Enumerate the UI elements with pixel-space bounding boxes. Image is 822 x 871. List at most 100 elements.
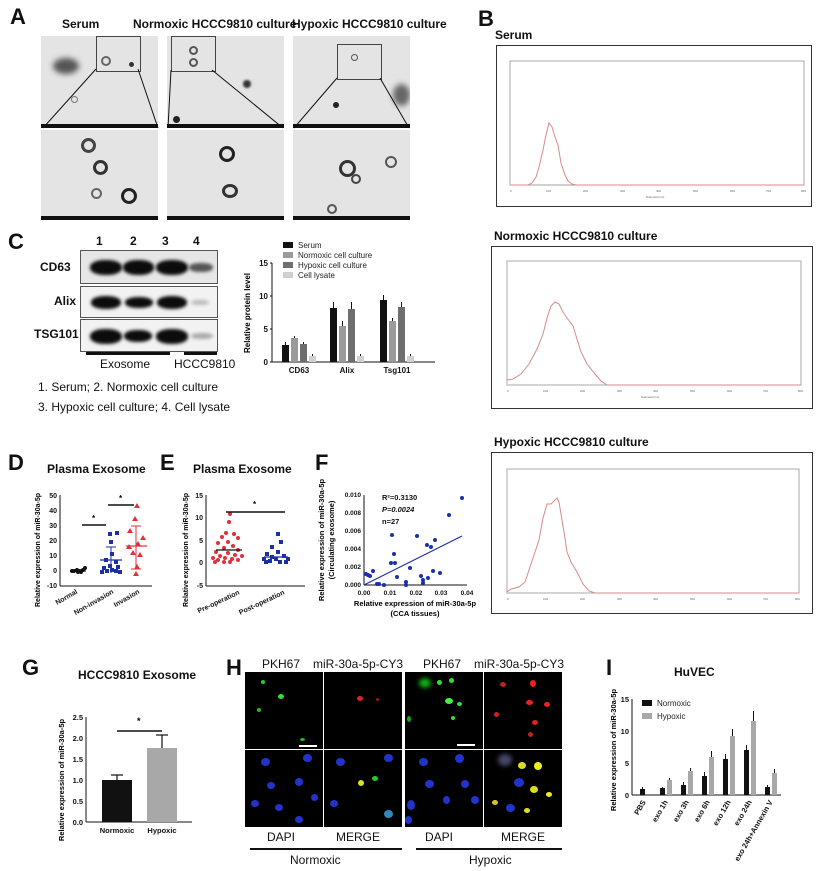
legend-normoxic: Normoxic cell culture xyxy=(298,251,373,260)
f-x-label-2: (CCA tissues) xyxy=(391,609,440,618)
f-x-label-1: Relative expression of miR-30a-5p xyxy=(354,599,477,608)
svg-text:500: 500 xyxy=(690,389,695,393)
svg-text:20: 20 xyxy=(49,538,57,545)
i-x-pbs: PBS xyxy=(632,799,648,817)
svg-text:0: 0 xyxy=(625,791,629,800)
nta-chart-normoxic: 0 100 200 300 400 500 600 700 800 Diameter(nm) xyxy=(491,246,813,409)
fluo-hypoxic-dapi xyxy=(405,750,483,827)
svg-text:10: 10 xyxy=(49,553,57,560)
fluo-normoxic-dapi xyxy=(245,750,323,827)
svg-text:10: 10 xyxy=(259,292,268,301)
e-x-preop: Pre-operation xyxy=(197,589,241,615)
legend-hypoxic: Hypoxic cell culture xyxy=(298,261,367,270)
g-x-hypoxic: Hypoxic xyxy=(147,826,176,835)
svg-text:300: 300 xyxy=(617,597,622,601)
svg-text:-5: -5 xyxy=(197,583,203,590)
panel-letter-b: B xyxy=(478,6,494,31)
group-label-hccc9810: HCCC9810 xyxy=(174,357,236,371)
svg-text:0.04: 0.04 xyxy=(461,590,474,597)
h-label-pkh67-normoxic: PKH67 xyxy=(262,657,301,671)
panel-e-title: Plasma Exosome xyxy=(193,462,292,476)
tem-image-normoxic-zoom xyxy=(167,130,284,220)
svg-text:300: 300 xyxy=(617,389,622,393)
svg-text:700: 700 xyxy=(763,389,768,393)
lane-legend-line1: 1. Serum; 2. Normoxic cell culture xyxy=(38,380,219,394)
panel-g-title: HCCC9810 Exosome xyxy=(78,668,197,682)
c-x-tsg101: Tsg101 xyxy=(384,366,412,375)
g-x-normoxic: Normoxic xyxy=(100,826,135,835)
panel-i-title: HuVEC xyxy=(674,665,715,679)
svg-text:2.0: 2.0 xyxy=(73,734,83,743)
lane-label-3: 3 xyxy=(162,234,169,248)
svg-text:100: 100 xyxy=(543,389,548,393)
svg-text:-10: -10 xyxy=(47,583,57,590)
svg-text:800: 800 xyxy=(801,189,806,193)
svg-text:300: 300 xyxy=(620,189,625,193)
svg-text:0.5: 0.5 xyxy=(73,797,83,806)
tem-image-hypoxic-overview xyxy=(293,36,410,128)
svg-text:200: 200 xyxy=(580,597,585,601)
f-stat-p: P=0.0024 xyxy=(382,505,415,514)
svg-text:0.01: 0.01 xyxy=(384,590,397,597)
panel-letter-e: E xyxy=(160,450,175,475)
c-x-cd63: CD63 xyxy=(289,366,310,375)
d-y-label: Relative expression of miR-30a-5p xyxy=(35,493,42,607)
svg-text:0: 0 xyxy=(53,568,57,575)
panel-b-title-hypoxic: Hypoxic HCCC9810 culture xyxy=(494,435,649,449)
exosome-group-bar xyxy=(86,352,170,355)
panel-letter-d: D xyxy=(8,450,24,475)
svg-text:100: 100 xyxy=(546,189,551,193)
svg-text:5: 5 xyxy=(264,325,269,334)
tem-image-serum-overview xyxy=(41,36,158,128)
fluo-normoxic-pkh67 xyxy=(245,672,323,749)
svg-text:1.5: 1.5 xyxy=(73,755,83,764)
panel-d-title: Plasma Exosome xyxy=(47,462,146,476)
svg-text:0.02: 0.02 xyxy=(410,590,423,597)
e-y-label: Relative expression of miR-30a-5p xyxy=(183,493,190,607)
panel-letter-f: F xyxy=(315,450,329,475)
svg-text:0.002: 0.002 xyxy=(345,564,362,571)
h-label-merge-hypoxic: MERGE xyxy=(501,830,546,844)
panel-b-title-normoxic: Normoxic HCCC9810 culture xyxy=(494,229,658,243)
svg-text:0.010: 0.010 xyxy=(345,492,362,499)
h-label-cy3-hypoxic: miR-30a-5p-CY3 xyxy=(474,657,565,671)
svg-text:200: 200 xyxy=(580,389,585,393)
svg-text:Diameter(nm): Diameter(nm) xyxy=(641,395,659,399)
western-blot-tsg101 xyxy=(80,319,218,352)
lane-label-1: 1 xyxy=(96,234,103,248)
lane-label-2: 2 xyxy=(130,234,137,248)
f-stat-n: n=27 xyxy=(382,517,399,526)
i-legend-normoxic: Normoxic xyxy=(657,699,691,708)
panel-letter-i: I xyxy=(606,655,613,680)
svg-text:600: 600 xyxy=(730,189,735,193)
d-x-normal: Normal xyxy=(55,589,79,607)
scatter-plot-d: -10 0 10 20 30 40 50 Relative expression of mi… xyxy=(35,493,152,617)
svg-text:0: 0 xyxy=(264,358,269,367)
f-y-label-2: (Circulating exosome) xyxy=(327,500,336,579)
svg-text:0: 0 xyxy=(507,597,509,601)
panel-a-title-normoxic: Normoxic HCCC9810 culture xyxy=(133,17,297,31)
svg-text:800: 800 xyxy=(798,389,803,393)
h-label-cy3-normoxic: miR-30a-5p-CY3 xyxy=(313,657,404,671)
c-y-label: Relative protein level xyxy=(243,273,252,353)
svg-text:400: 400 xyxy=(656,189,661,193)
normoxic-group-bar xyxy=(250,848,402,850)
tem-image-hypoxic-zoom xyxy=(293,130,410,220)
c-x-alix: Alix xyxy=(340,366,355,375)
i-x-exo24h-annexin: exo 24h+Annexin V xyxy=(732,799,774,863)
i-x-exo3h: exo 3h xyxy=(671,798,691,823)
panel-letter-a: A xyxy=(10,4,26,29)
svg-text:500: 500 xyxy=(690,597,695,601)
h-label-dapi-normoxic: DAPI xyxy=(267,830,296,844)
svg-text:400: 400 xyxy=(653,597,658,601)
f-y-label-1: Relative expression of miR-30a-5p xyxy=(317,479,326,602)
svg-text:200: 200 xyxy=(583,189,588,193)
svg-text:0.008: 0.008 xyxy=(345,510,362,517)
i-x-exo6h: exo 6h xyxy=(692,798,712,823)
bar-chart-g: 0.0 0.5 1.0 1.5 2.0 2.5 Relative expression o… xyxy=(57,713,192,841)
zoom-connector-lines xyxy=(42,68,410,129)
tem-image-serum-zoom xyxy=(41,130,158,220)
svg-text:100: 100 xyxy=(543,597,548,601)
svg-text:800: 800 xyxy=(795,597,800,601)
fluo-normoxic-cy3 xyxy=(324,672,402,749)
